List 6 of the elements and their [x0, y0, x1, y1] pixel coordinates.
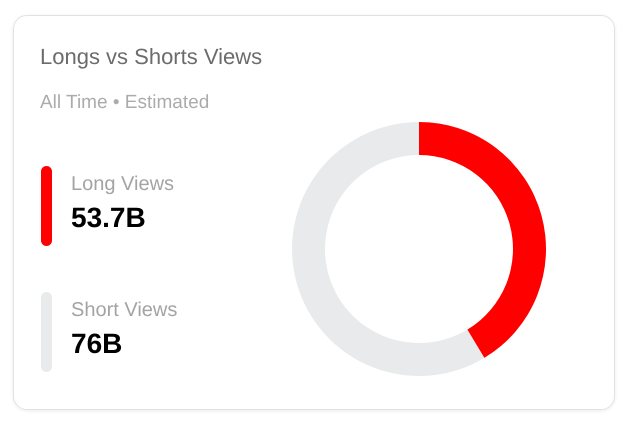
chart-subtitle: All Time • Estimated: [40, 92, 210, 114]
chart-title: Longs vs Shorts Views: [40, 44, 262, 70]
legend-label: Short Views: [71, 298, 178, 322]
data-label: 53.7B: [71, 202, 147, 234]
data-label: 76B: [71, 328, 124, 360]
legend-label: Long Views: [71, 172, 176, 196]
